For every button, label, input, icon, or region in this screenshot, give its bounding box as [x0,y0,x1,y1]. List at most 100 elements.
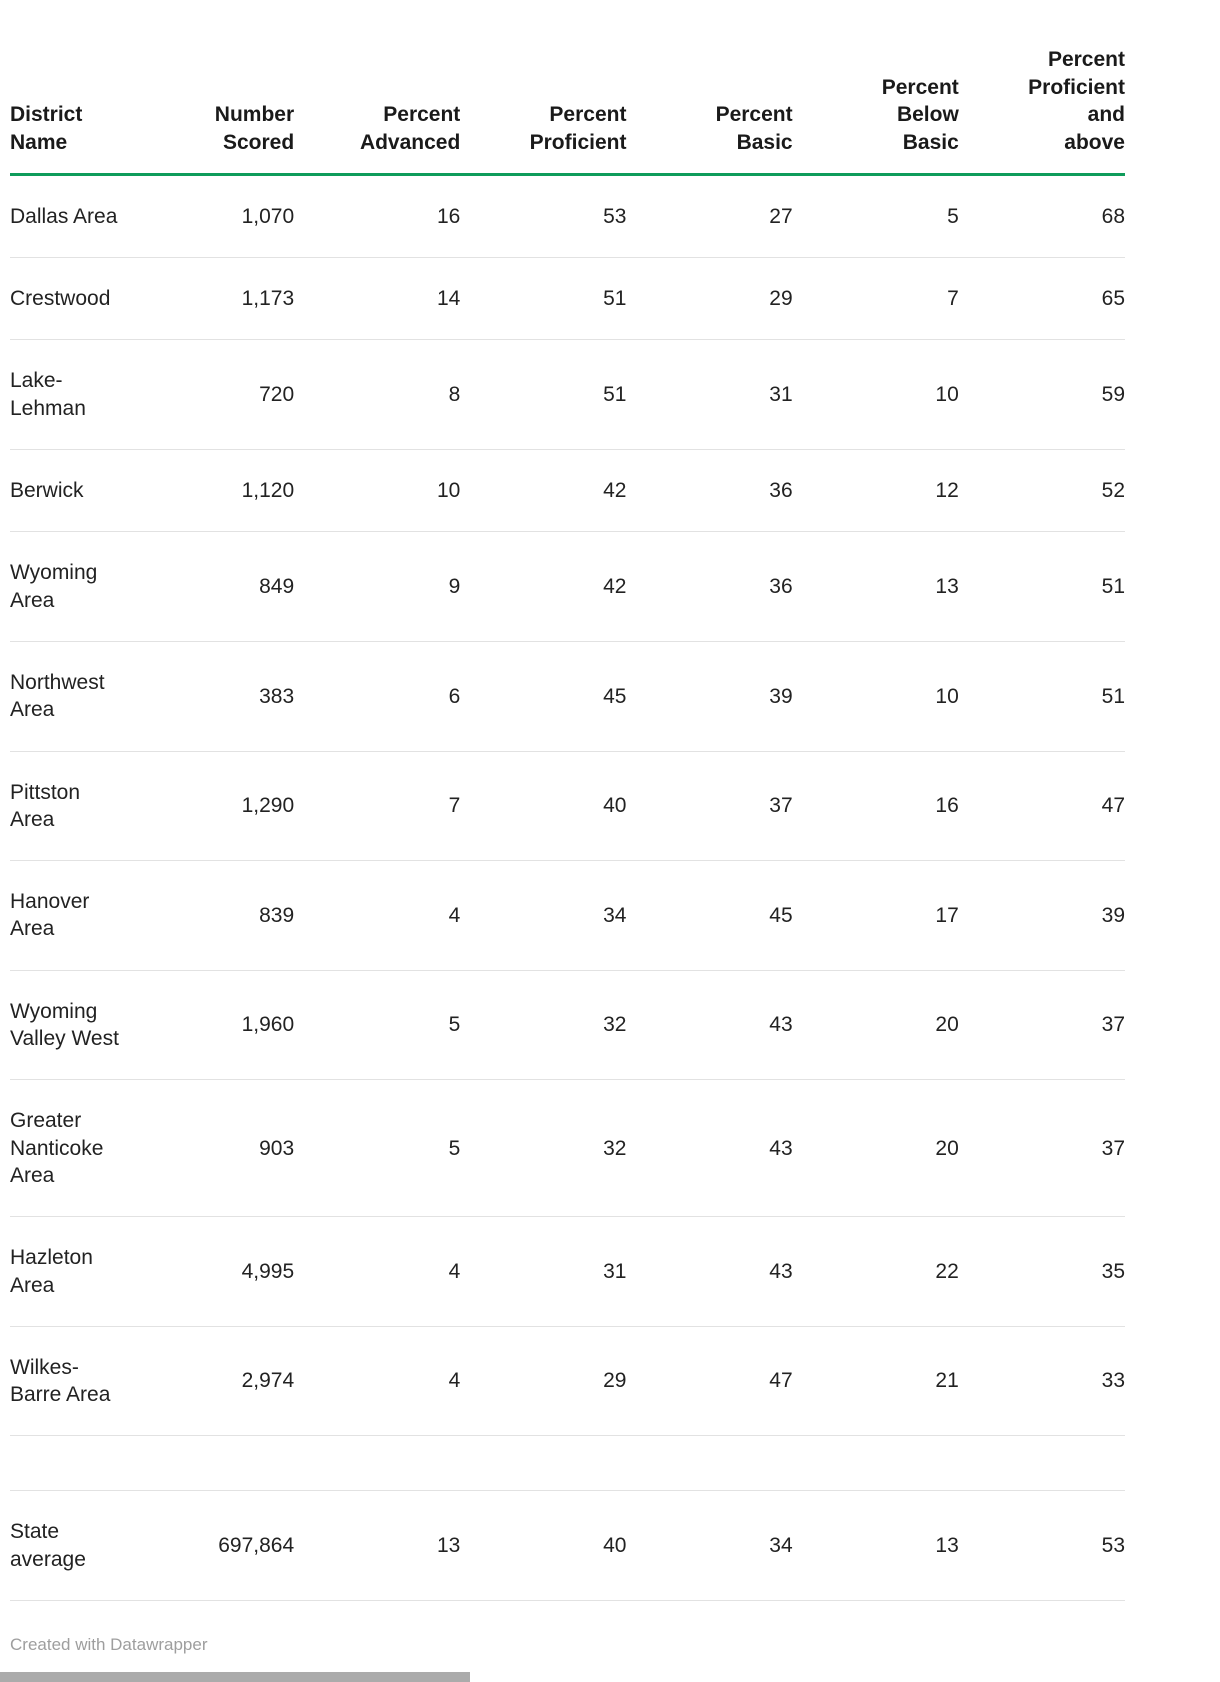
value-cell: 7 [792,257,959,340]
district-name-cell: Wilkes-Barre Area [10,1325,128,1436]
column-header: District Name [10,0,128,176]
column-header: Number Scored [128,0,295,176]
value-cell: 20 [792,1079,959,1217]
table-row: Berwick 1,120 10 42 36 12 52 [10,449,1125,532]
column-header: Percent Below Basic [792,0,959,176]
value-cell: 37 [958,969,1125,1080]
value-cell: 720 [128,339,295,450]
value-cell: 29 [460,1325,627,1436]
value-cell: 1,173 [128,257,295,340]
value-cell: 37 [958,1079,1125,1217]
table-row: Wyoming Area 849 9 42 36 13 51 [10,531,1125,642]
value-cell: 6 [294,640,461,752]
value-cell: 31 [626,339,793,450]
value-cell: 5 [294,1079,461,1217]
value-cell: 59 [958,339,1125,450]
district-name-cell: Greater Nanticoke Area [10,1079,128,1217]
value-cell: 47 [626,1325,793,1436]
value-cell: 13 [792,1490,959,1601]
value-cell: 45 [626,860,793,971]
value-cell: 32 [460,1079,627,1217]
value-cell: 35 [958,1216,1125,1327]
value-cell: 383 [128,640,295,752]
value-cell: 7 [294,750,461,861]
value-cell: 39 [626,640,793,752]
district-scores-table: District Name Number Scored Percent Advanc… [10,0,1125,1601]
value-cell: 10 [792,640,959,752]
value-cell: 21 [792,1325,959,1436]
value-cell: 37 [626,750,793,861]
district-name-cell: Berwick [10,449,128,532]
district-name-cell: State average [10,1490,128,1601]
value-cell: 51 [958,640,1125,752]
value-cell: 22 [792,1216,959,1327]
table-row: Lake-Lehman 720 8 51 31 10 59 [10,339,1125,450]
value-cell: 51 [460,339,627,450]
value-cell: 36 [626,449,793,532]
value-cell: 45 [460,640,627,752]
bottom-gray-bar [0,1672,470,1682]
value-cell: 1,070 [241,204,295,228]
value-cell: 849 [128,531,295,642]
value-cell: 2,974 [128,1325,295,1436]
value-cell: 20 [792,969,959,1080]
value-cell: 9 [294,531,461,642]
value-cell: 33 [958,1325,1125,1436]
value-cell: 52 [958,449,1125,532]
value-cell: 34 [460,860,627,971]
value-cell: 839 [128,860,295,971]
value-cell: 16 [792,750,959,861]
value-cell: 29 [626,257,793,340]
value-cell: 1,120 [128,449,295,532]
value-cell: 51 [460,257,627,340]
table-row: Dallas Area 1,070 16 53 27 5 68 [10,174,1125,257]
district-name-cell: Hanover Area [10,860,128,971]
table-row: Hazleton Area 4,995 4 31 43 22 35 [10,1216,1125,1327]
value-cell: 51 [958,531,1125,642]
column-header: Percent Proficient and above [958,0,1125,176]
value-cell: 47 [958,750,1125,861]
value-cell: 903 [128,1079,295,1217]
table-row: Wilkes-Barre Area 2,974 4 29 47 21 33 [10,1325,1125,1436]
value-cell: 13 [792,531,959,642]
table-row: Northwest Area 383 6 45 39 10 51 [10,640,1125,752]
district-name-cell: Dallas Area [10,204,118,228]
district-name-cell: Northwest Area [10,640,128,752]
value-cell: 1,960 [128,969,295,1080]
value-cell: 27 [769,204,793,228]
table-row: Pittston Area 1,290 7 40 37 16 47 [10,750,1125,861]
datawrapper-attribution-link[interactable]: Created with Datawrapper [10,1635,208,1654]
value-cell: 53 [958,1490,1125,1601]
table-row: Wyoming Valley West 1,960 5 32 43 20 37 [10,969,1125,1080]
value-cell: 5 [947,204,959,228]
value-cell: 16 [436,204,461,228]
value-cell: 697,864 [128,1490,295,1601]
table-row: Hanover Area 839 4 34 45 17 39 [10,860,1125,971]
value-cell: 53 [603,204,627,228]
value-cell: 40 [460,750,627,861]
district-name-cell: Wyoming Valley West [10,969,128,1080]
district-name-cell: Pittston Area [10,750,128,861]
district-name-cell: Crestwood [10,257,128,340]
value-cell: 65 [958,257,1125,340]
value-cell: 4 [294,860,461,971]
district-name-cell: Wyoming Area [10,531,128,642]
table-row: Crestwood 1,173 14 51 29 7 65 [10,257,1125,340]
value-cell: 43 [626,1216,793,1327]
value-cell: 17 [792,860,959,971]
value-cell: 5 [294,969,461,1080]
value-cell: 39 [958,860,1125,971]
spacer-cell [10,1435,1125,1491]
column-header: Percent Proficient [460,0,627,176]
value-cell: 8 [294,339,461,450]
district-name-cell: Lake-Lehman [10,339,128,450]
table-header-row: District Name Number Scored Percent Advanc… [10,0,1125,176]
value-cell: 4 [294,1216,461,1327]
value-cell: 13 [294,1490,461,1601]
value-cell: 31 [460,1216,627,1327]
table-row: Greater Nanticoke Area 903 5 32 43 20 37 [10,1079,1125,1217]
value-cell: 42 [460,449,627,532]
column-header: Percent Advanced [294,0,461,176]
column-header: Percent Basic [626,0,793,176]
